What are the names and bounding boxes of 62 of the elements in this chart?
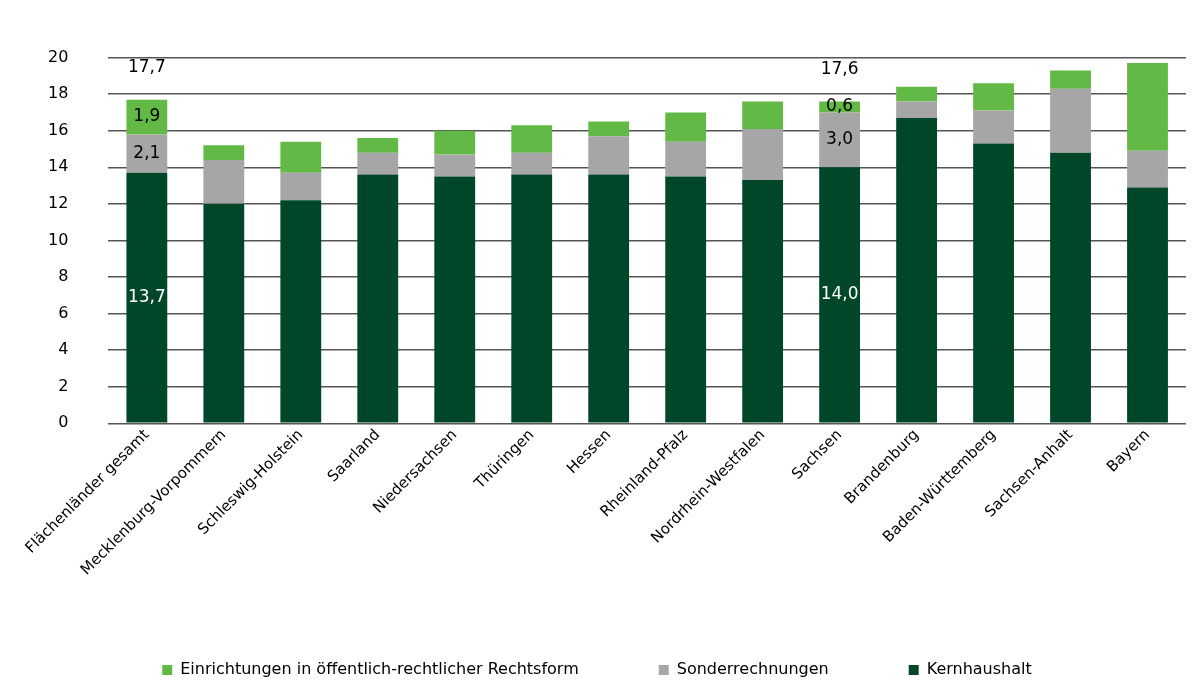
bar: [1050, 152, 1091, 423]
bar: [742, 180, 784, 423]
total-label: 17,6: [820, 57, 859, 78]
total-label: 17,7: [127, 56, 166, 77]
data-label: 1,9: [133, 105, 161, 126]
bar: [357, 152, 399, 175]
bar: [742, 101, 784, 129]
bar: [1127, 150, 1168, 188]
bar: [280, 172, 322, 201]
data-label: 14,0: [820, 283, 859, 304]
bar: [973, 83, 1014, 111]
y-tick-label: 16: [48, 119, 69, 139]
bar: [819, 167, 861, 423]
y-tick-label: 18: [48, 83, 69, 103]
bar: [665, 176, 707, 423]
data-label: 0,6: [826, 95, 854, 116]
data-label: 2,1: [133, 142, 161, 163]
bar: [896, 117, 937, 423]
data-label: 13,7: [127, 286, 166, 307]
y-tick-label: 14: [48, 156, 69, 176]
bar: [665, 112, 707, 142]
bar: [742, 128, 784, 181]
y-tick-label: 6: [58, 302, 69, 322]
bar: [511, 125, 553, 153]
bar: [588, 136, 630, 175]
bar: [434, 176, 476, 423]
bar: [357, 174, 399, 423]
y-tick-label: 2: [58, 375, 69, 395]
bar: [588, 174, 630, 423]
bar: [357, 138, 399, 153]
y-tick-label: 12: [48, 193, 69, 213]
y-tick-label: 8: [58, 266, 69, 286]
bar: [280, 141, 322, 173]
bar: [819, 112, 861, 168]
data-label: 3,0: [826, 128, 854, 149]
bar: [511, 174, 553, 423]
y-tick-label: 0: [58, 412, 69, 432]
bar: [896, 101, 937, 118]
bar: [511, 152, 553, 175]
bar: [1050, 70, 1091, 89]
bar: [1050, 88, 1091, 153]
bar: [434, 130, 476, 155]
bar: [203, 145, 245, 160]
bar: [203, 159, 245, 204]
y-tick-label: 20: [48, 46, 69, 66]
bar: [126, 134, 168, 173]
bar: [665, 141, 707, 177]
bar: [1127, 187, 1168, 423]
bar: [126, 172, 168, 423]
legend-label: Sonderrechnungen: [676, 659, 829, 679]
bar: [588, 121, 630, 137]
bar: [1127, 63, 1168, 151]
bar: [280, 200, 322, 423]
bar: [203, 203, 245, 423]
bar: [434, 154, 476, 177]
y-tick-label: 4: [58, 339, 69, 359]
bar: [973, 110, 1014, 144]
legend-label: Einrichtungen in öffentlich-rechtlicher Rechtsform: [180, 659, 579, 679]
legend-label: Kernhaushalt: [926, 659, 1032, 679]
bar: [973, 143, 1014, 423]
y-tick-label: 10: [48, 229, 69, 249]
bar: [896, 86, 937, 102]
